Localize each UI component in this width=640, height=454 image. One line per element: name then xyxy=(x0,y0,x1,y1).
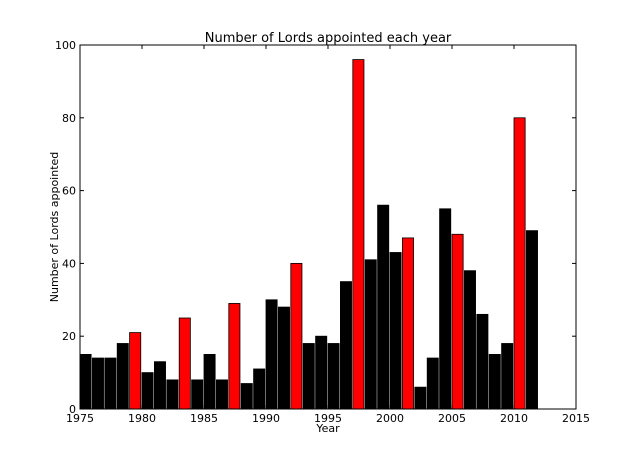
bar-1994 xyxy=(315,335,328,410)
x-tick-label-1985: 1985 xyxy=(190,412,218,425)
x-tick-label-2010: 2010 xyxy=(500,412,528,425)
bar-1996 xyxy=(339,281,352,410)
bar-1975 xyxy=(79,353,92,410)
bar-1984 xyxy=(191,379,204,410)
y-axis-label: Number of Lords appointed xyxy=(48,152,61,303)
bar-1978 xyxy=(116,343,129,410)
bar-1981 xyxy=(153,361,166,410)
y-tick-label-60: 60 xyxy=(62,185,76,198)
bars-layer xyxy=(79,59,538,410)
bar-2007 xyxy=(476,313,489,410)
bar-1982 xyxy=(166,379,179,410)
bar-1991 xyxy=(277,306,290,410)
bar-2005 xyxy=(451,233,464,410)
x-tick-label-1975: 1975 xyxy=(66,412,94,425)
bar-2010 xyxy=(513,117,526,410)
bar-1980 xyxy=(141,372,154,410)
x-tick-label-2015: 2015 xyxy=(562,412,590,425)
bar-2002 xyxy=(414,386,427,410)
bar-1977 xyxy=(104,357,117,410)
bar-1999 xyxy=(377,204,390,410)
y-tick-label-100: 100 xyxy=(55,39,76,52)
bar-1986 xyxy=(215,379,228,410)
bar-1987 xyxy=(228,303,241,410)
ticks-layer: 1975 1980 1985 1990 1995 2000 2005 2010 2015 0 20 4… xyxy=(55,39,590,425)
bar-2006 xyxy=(463,270,476,410)
chart-title: Number of Lords appointed each year xyxy=(205,31,452,46)
y-tick-label-20: 20 xyxy=(62,330,76,343)
bar-1995 xyxy=(327,343,340,410)
bar-1988 xyxy=(240,383,253,410)
y-tick-label-0: 0 xyxy=(69,403,76,416)
x-tick-label-2005: 2005 xyxy=(438,412,466,425)
y-tick-label-80: 80 xyxy=(62,112,76,125)
bar-1985 xyxy=(203,353,216,410)
bar-2003 xyxy=(426,357,439,410)
bar-1976 xyxy=(92,357,104,410)
x-tick-label-2000: 2000 xyxy=(376,412,404,425)
bar-1990 xyxy=(265,299,278,410)
bar-2008 xyxy=(488,353,501,410)
x-axis-label: Year xyxy=(315,422,340,435)
bar-1989 xyxy=(253,368,266,410)
x-tick-label-1995: 1995 xyxy=(314,412,342,425)
bar-1993 xyxy=(302,343,315,410)
bar-1992 xyxy=(290,262,303,410)
x-tick-label-1990: 1990 xyxy=(252,412,280,425)
bar-2000 xyxy=(389,252,402,410)
bar-2011 xyxy=(526,230,538,410)
bar-1998 xyxy=(364,259,377,410)
x-tick-label-1980: 1980 xyxy=(128,412,156,425)
bar-1979 xyxy=(129,332,142,410)
bar-1997 xyxy=(352,59,365,410)
y-tick-label-40: 40 xyxy=(62,257,76,270)
bar-2004 xyxy=(439,208,452,410)
bar-1983 xyxy=(178,317,191,410)
bar-2009 xyxy=(501,343,514,410)
bar-2001 xyxy=(401,237,414,410)
